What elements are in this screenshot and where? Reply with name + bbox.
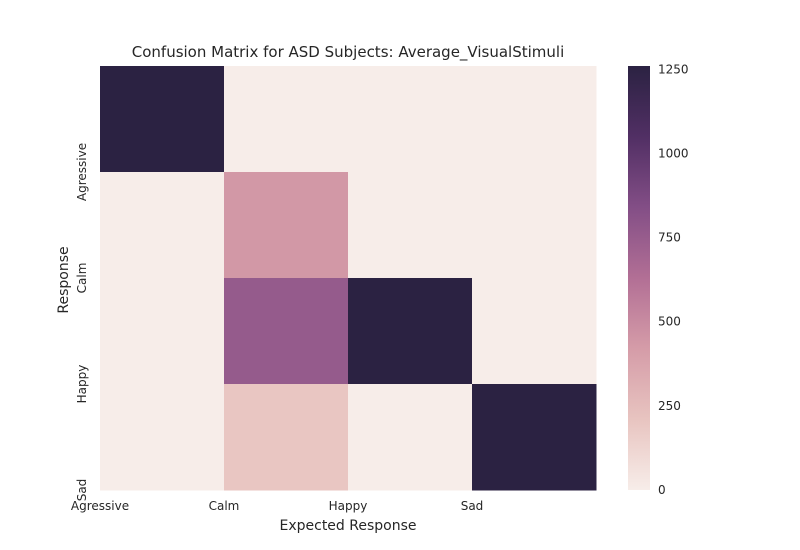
heatmap-cell	[224, 66, 349, 173]
chart-title: Confusion Matrix for ASD Subjects: Avera…	[132, 43, 564, 62]
heatmap-cell	[224, 384, 349, 491]
colorbar-tick-labels: 0 250 500 750 1000 1250	[658, 62, 689, 497]
x-tick-label: Sad	[461, 499, 484, 513]
x-tick-label: Calm	[209, 499, 240, 513]
heatmap-cell	[348, 66, 473, 173]
y-tick-label: Sad	[75, 479, 89, 502]
y-axis-label: Response	[56, 246, 72, 313]
colorbar-tick-label: 500	[658, 315, 681, 329]
y-tick-label: Happy	[75, 365, 89, 404]
colorbar-tick-label: 0	[658, 483, 666, 497]
heatmap-cell	[472, 66, 597, 173]
x-tick-label: Agressive	[71, 499, 129, 513]
y-tick-label: Calm	[75, 263, 89, 294]
heatmap-cell	[100, 278, 225, 385]
x-tick-labels: Agressive Calm Happy Sad	[71, 499, 483, 513]
heatmap-cell	[100, 66, 225, 173]
colorbar-tick-label: 750	[658, 231, 681, 245]
y-tick-label: Agressive	[75, 143, 89, 201]
heatmap-cell	[348, 278, 473, 385]
heatmap-cell	[472, 278, 597, 385]
heatmap-cell	[348, 384, 473, 491]
colorbar-tick-label: 1250	[658, 62, 689, 76]
x-axis-label: Expected Response	[279, 518, 416, 534]
x-tick-label: Happy	[329, 499, 368, 513]
y-tick-labels: Agressive Calm Happy Sad	[75, 143, 89, 501]
heatmap-cell	[224, 172, 349, 279]
colorbar-tick-label: 250	[658, 399, 681, 413]
heatmap-cells	[100, 66, 597, 491]
heatmap-cell	[224, 278, 349, 385]
heatmap-cell	[100, 172, 225, 279]
heatmap-cell	[472, 384, 597, 491]
heatmap-cell	[100, 384, 225, 491]
heatmap-cell	[348, 172, 473, 279]
colorbar	[628, 66, 650, 490]
heatmap-cell	[472, 172, 597, 279]
colorbar-tick-label: 1000	[658, 146, 689, 160]
